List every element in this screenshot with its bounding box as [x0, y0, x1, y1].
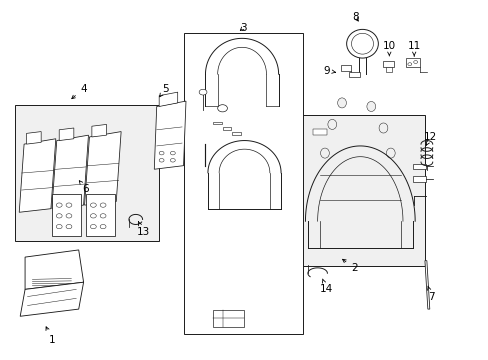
Text: 5: 5 [160, 84, 168, 97]
Text: 6: 6 [79, 181, 89, 194]
Circle shape [56, 225, 62, 229]
Ellipse shape [386, 148, 394, 158]
Circle shape [100, 214, 106, 218]
Ellipse shape [366, 102, 375, 112]
Circle shape [56, 203, 62, 207]
Circle shape [66, 225, 72, 229]
Ellipse shape [320, 148, 329, 158]
Bar [348, 72, 359, 77]
Bar [232, 132, 241, 135]
Circle shape [100, 203, 106, 207]
Bar [15, 105, 159, 241]
Circle shape [90, 225, 96, 229]
Bar [412, 163, 426, 169]
Circle shape [170, 151, 175, 155]
Bar [385, 67, 391, 72]
Text: 4: 4 [72, 84, 87, 99]
Bar [412, 176, 426, 182]
Circle shape [407, 63, 411, 66]
Text: 8: 8 [351, 12, 358, 22]
Circle shape [90, 214, 96, 218]
Bar [340, 65, 350, 71]
Text: 2: 2 [342, 259, 357, 273]
Polygon shape [20, 282, 83, 316]
Circle shape [413, 60, 417, 63]
Ellipse shape [337, 98, 346, 108]
Ellipse shape [346, 30, 378, 58]
Circle shape [100, 225, 106, 229]
Circle shape [170, 158, 175, 162]
Circle shape [217, 105, 227, 112]
Polygon shape [424, 261, 429, 309]
Bar [406, 58, 419, 67]
Ellipse shape [351, 33, 373, 54]
Ellipse shape [378, 123, 387, 133]
Bar [222, 127, 231, 130]
Circle shape [90, 203, 96, 207]
Text: 11: 11 [407, 41, 420, 56]
Text: 13: 13 [136, 222, 149, 237]
Polygon shape [19, 139, 56, 212]
Text: 9: 9 [323, 66, 335, 76]
Text: 7: 7 [427, 286, 434, 302]
Circle shape [66, 214, 72, 218]
Bar [300, 116, 424, 266]
Bar [312, 129, 327, 135]
Bar [52, 194, 81, 235]
Text: 12: 12 [423, 132, 436, 145]
Text: 3: 3 [240, 23, 246, 33]
Text: 1: 1 [46, 327, 55, 345]
Ellipse shape [327, 120, 336, 130]
Bar [212, 310, 244, 327]
Circle shape [199, 89, 206, 95]
Polygon shape [59, 128, 74, 140]
Circle shape [66, 203, 72, 207]
Text: 10: 10 [382, 41, 395, 56]
Bar [383, 61, 393, 67]
Polygon shape [92, 125, 106, 137]
Polygon shape [26, 132, 41, 144]
Polygon shape [154, 101, 185, 169]
Bar [86, 194, 115, 235]
Polygon shape [25, 250, 83, 289]
Polygon shape [52, 135, 88, 209]
Bar [212, 122, 221, 125]
Circle shape [159, 158, 163, 162]
Polygon shape [84, 132, 121, 205]
Polygon shape [159, 92, 177, 107]
Circle shape [159, 151, 163, 155]
Circle shape [56, 214, 62, 218]
Bar [183, 33, 303, 334]
Text: 14: 14 [319, 279, 332, 294]
